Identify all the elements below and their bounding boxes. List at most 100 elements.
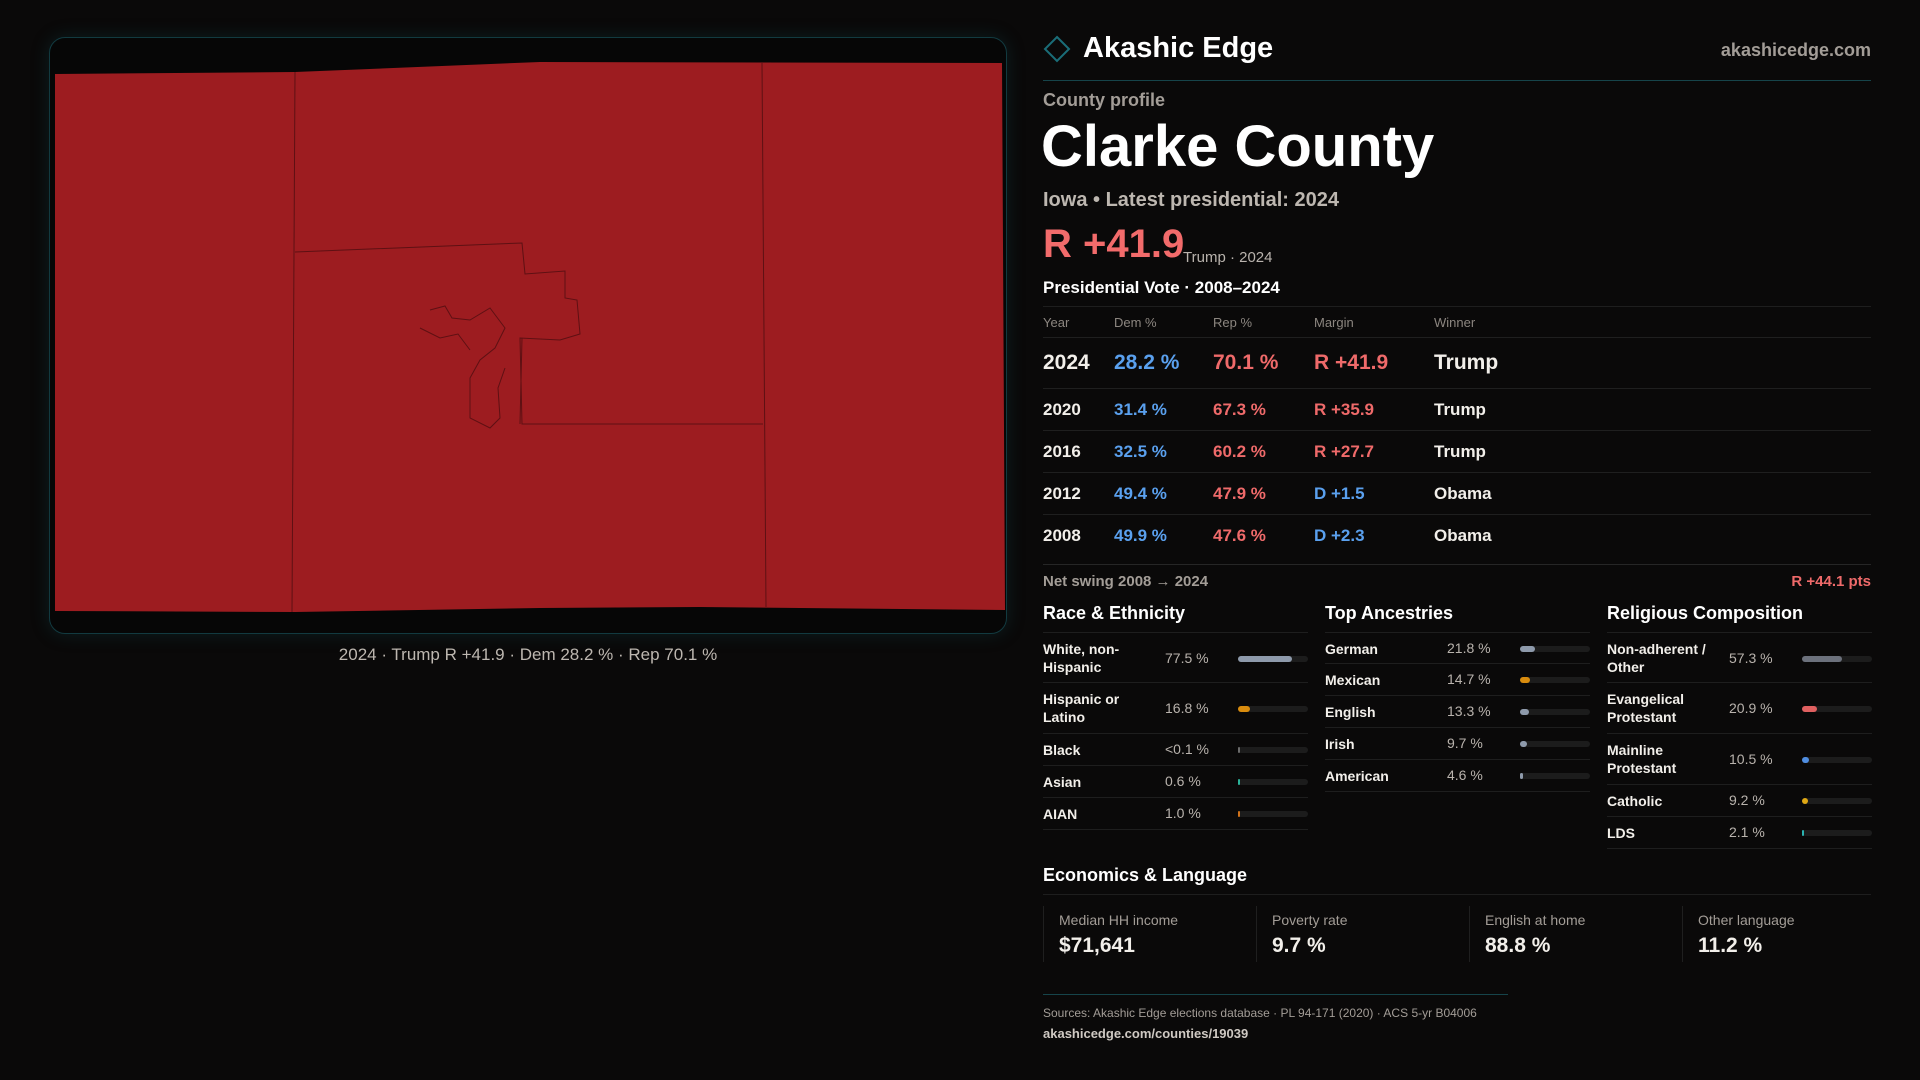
cell-margin: R +35.9 bbox=[1314, 400, 1375, 420]
brand[interactable]: Akashic Edge bbox=[1043, 32, 1273, 65]
cell-year: 2008 bbox=[1043, 526, 1081, 546]
list-item: AIAN 1.0 % bbox=[1043, 798, 1308, 830]
stat-label: Poverty rate bbox=[1272, 912, 1348, 928]
item-bar bbox=[1520, 709, 1590, 715]
item-label: Catholic bbox=[1607, 793, 1663, 809]
item-bar bbox=[1238, 779, 1308, 785]
col-rep: Rep % bbox=[1213, 315, 1253, 330]
cell-dem: 49.4 % bbox=[1114, 484, 1167, 504]
item-value: 16.8 % bbox=[1165, 699, 1209, 716]
item-label: Hispanic or Latino bbox=[1043, 691, 1120, 725]
cell-rep: 60.2 % bbox=[1213, 442, 1266, 462]
item-bar-fill bbox=[1802, 798, 1809, 804]
item-value: 9.2 % bbox=[1729, 792, 1765, 808]
ancestry-title: Top Ancestries bbox=[1325, 603, 1454, 623]
item-bar-fill bbox=[1238, 747, 1240, 753]
item-value: 14.7 % bbox=[1447, 671, 1491, 687]
item-bar-fill bbox=[1802, 756, 1810, 763]
item-bar-fill bbox=[1238, 705, 1250, 712]
cell-rep: 47.9 % bbox=[1213, 484, 1266, 504]
item-label: AIAN bbox=[1043, 806, 1078, 822]
item-label: Asian bbox=[1043, 774, 1082, 790]
stat-card: Median HH income $71,641 bbox=[1043, 906, 1243, 962]
map-caption: 2024 · Trump R +41.9 · Dem 28.2 % · Rep … bbox=[338, 645, 718, 664]
list-item: Evangelical Protestant 20.9 % bbox=[1607, 683, 1872, 734]
cell-winner: Trump bbox=[1434, 442, 1486, 462]
list-item: Catholic 9.2 % bbox=[1607, 785, 1872, 817]
list-item: Asian 0.6 % bbox=[1043, 766, 1308, 798]
list-item: Mexican 14.7 % bbox=[1325, 664, 1590, 696]
item-value: 77.5 % bbox=[1165, 649, 1209, 666]
cell-winner: Obama bbox=[1434, 526, 1492, 546]
vote-row[interactable]: 2008 49.9 % 47.6 % D +2.3 Obama bbox=[1043, 514, 1871, 556]
item-bar bbox=[1802, 705, 1872, 712]
list-item: Irish 9.7 % bbox=[1325, 728, 1590, 760]
item-value: 21.8 % bbox=[1447, 640, 1491, 656]
cell-margin: D +2.3 bbox=[1314, 526, 1365, 546]
list-item: Hispanic or Latino 16.8 % bbox=[1043, 683, 1308, 734]
swing-label: Net swing 2008 → 2024 bbox=[1043, 573, 1209, 590]
econ-title: Economics & Language bbox=[1043, 865, 1248, 885]
item-label: Evangelical Protestant bbox=[1607, 691, 1685, 725]
list-item: White, non-Hispanic 77.5 % bbox=[1043, 632, 1308, 683]
item-bar bbox=[1520, 646, 1590, 652]
page-kicker: County profile bbox=[1043, 90, 1165, 110]
item-bar bbox=[1520, 677, 1590, 683]
cell-rep: 67.3 % bbox=[1213, 400, 1266, 420]
col-dem: Dem % bbox=[1114, 315, 1157, 330]
divider bbox=[1043, 564, 1871, 565]
item-label: Mainline Protestant bbox=[1607, 742, 1677, 776]
vote-row[interactable]: 2020 31.4 % 67.3 % R +35.9 Trump bbox=[1043, 388, 1871, 430]
item-label: English bbox=[1325, 704, 1376, 720]
list-item: Mainline Protestant 10.5 % bbox=[1607, 734, 1872, 785]
item-bar-fill bbox=[1520, 741, 1527, 747]
header-divider bbox=[1043, 80, 1871, 81]
item-bar bbox=[1802, 655, 1872, 662]
item-label: Irish bbox=[1325, 736, 1355, 752]
vote-row[interactable]: 2024 28.2 % 70.1 % R +41.9 Trump bbox=[1043, 337, 1871, 388]
item-value: 9.7 % bbox=[1447, 735, 1483, 751]
item-value: <0.1 % bbox=[1165, 741, 1209, 757]
vote-row[interactable]: 2016 32.5 % 60.2 % R +27.7 Trump bbox=[1043, 430, 1871, 472]
precinct-boundaries bbox=[291, 62, 767, 613]
list-item: American 4.6 % bbox=[1325, 760, 1590, 792]
votes-title: Presidential Vote · 2008–2024 bbox=[1043, 278, 1280, 297]
swing-value: R +44.1 pts bbox=[1791, 573, 1871, 590]
cell-dem: 49.9 % bbox=[1114, 526, 1167, 546]
stat-label: Median HH income bbox=[1059, 912, 1179, 928]
county-shape bbox=[55, 62, 1005, 612]
stat-value: $71,641 bbox=[1059, 934, 1135, 957]
cell-rep: 70.1 % bbox=[1213, 351, 1279, 375]
page-subtitle: Iowa • Latest presidential: 2024 bbox=[1043, 189, 1339, 211]
item-bar bbox=[1520, 773, 1590, 779]
item-bar bbox=[1802, 756, 1872, 763]
county-url[interactable]: akashicedge.com/counties/19039 bbox=[1043, 1026, 1249, 1041]
item-value: 20.9 % bbox=[1729, 699, 1773, 716]
cell-rep: 47.6 % bbox=[1213, 526, 1266, 546]
item-bar-fill bbox=[1520, 709, 1530, 715]
race-title: Race & Ethnicity bbox=[1043, 603, 1186, 623]
item-bar bbox=[1802, 830, 1872, 836]
item-bar-fill bbox=[1238, 779, 1240, 785]
cell-margin: R +27.7 bbox=[1314, 442, 1375, 462]
item-bar-fill bbox=[1802, 655, 1843, 662]
item-value: 13.3 % bbox=[1447, 703, 1491, 719]
sources-text: Sources: Akashic Edge elections database… bbox=[1043, 1006, 1477, 1020]
item-label: American bbox=[1325, 768, 1389, 784]
vote-row[interactable]: 2012 49.4 % 47.9 % D +1.5 Obama bbox=[1043, 472, 1871, 514]
cell-margin: R +41.9 bbox=[1314, 351, 1389, 375]
item-bar bbox=[1238, 655, 1308, 662]
site-link[interactable]: akashicedge.com bbox=[1720, 40, 1871, 60]
item-label: Black bbox=[1043, 742, 1081, 758]
cell-dem: 32.5 % bbox=[1114, 442, 1167, 462]
item-value: 57.3 % bbox=[1729, 649, 1773, 666]
stat-label: Other language bbox=[1698, 912, 1795, 928]
divider bbox=[1043, 894, 1871, 895]
item-bar-fill bbox=[1802, 830, 1804, 836]
list-item: Non-adherent / Other 57.3 % bbox=[1607, 632, 1872, 683]
item-bar bbox=[1238, 747, 1308, 753]
county-map[interactable] bbox=[49, 37, 1007, 634]
item-value: 10.5 % bbox=[1729, 750, 1773, 767]
cell-dem: 28.2 % bbox=[1114, 351, 1180, 375]
item-bar-fill bbox=[1802, 705, 1817, 712]
